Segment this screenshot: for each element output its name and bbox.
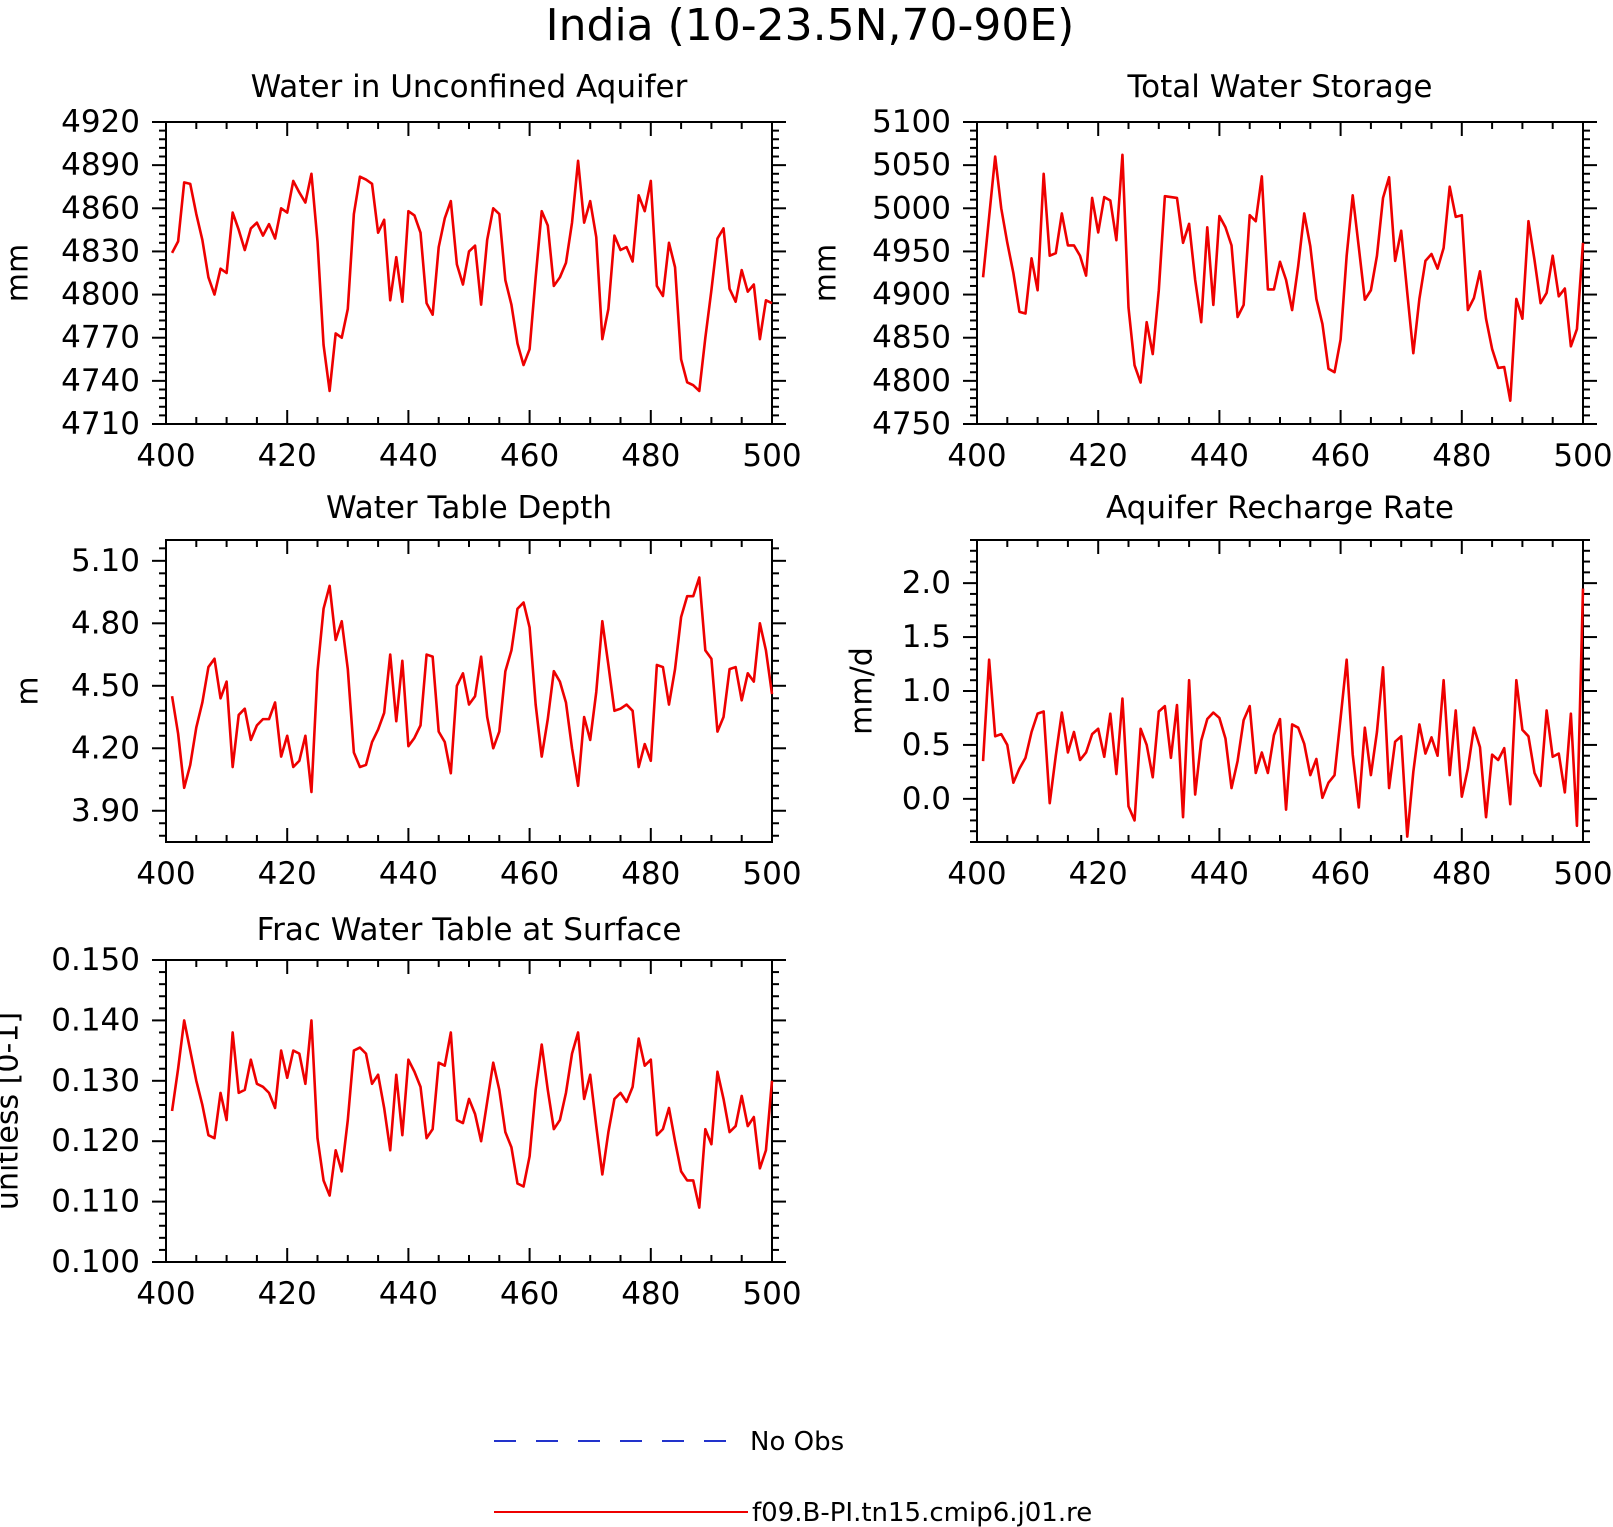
- legend-model-label: f09.B-PI.tn15.cmip6.j01.re: [752, 1498, 1092, 1527]
- x-tick-label: 420: [1069, 856, 1128, 892]
- x-tick-label: 500: [1553, 856, 1612, 892]
- series-line-1: [981, 153, 1585, 403]
- plot-frame: [165, 539, 773, 843]
- y-tick-label: 4950: [872, 233, 951, 269]
- y-tick-label: 5100: [872, 104, 951, 140]
- y-tick-label: 0.130: [51, 1063, 140, 1099]
- legend: No Obs f09.B-PI.tn15.cmip6.j01.re: [494, 1427, 1092, 1527]
- x-tick-label: 460: [500, 1276, 559, 1312]
- x-tick-label: 400: [947, 856, 1006, 892]
- y-tick-label: 4710: [61, 406, 140, 442]
- y-axis-label: unitless [0-1]: [0, 1012, 26, 1210]
- x-tick-label: 480: [621, 438, 680, 474]
- plot-frame: [165, 959, 773, 1263]
- y-axis-label: mm: [1, 244, 36, 302]
- x-tick-label: 460: [1311, 856, 1370, 892]
- x-tick-label: 480: [1432, 856, 1491, 892]
- x-tick-label: 400: [947, 438, 1006, 474]
- plot-frame: [165, 121, 773, 425]
- y-tick-label: 4800: [872, 363, 951, 399]
- y-tick-label: 4.50: [71, 668, 140, 704]
- x-tick-label: 460: [500, 438, 559, 474]
- y-tick-label: 4740: [61, 363, 140, 399]
- series-line-1: [170, 1019, 774, 1209]
- y-tick-label: 0.110: [51, 1184, 140, 1220]
- x-tick-label: 400: [136, 1276, 195, 1312]
- x-tick-label: 420: [1069, 438, 1128, 474]
- panel-title: Frac Water Table at Surface: [257, 912, 682, 948]
- y-tick-label: 4.80: [71, 605, 140, 641]
- y-tick-label: 4750: [872, 406, 951, 442]
- y-axis-label: m: [11, 676, 46, 705]
- series-line-1: [170, 576, 774, 794]
- x-tick-label: 480: [621, 1276, 680, 1312]
- y-tick-label: 1.5: [902, 619, 951, 655]
- x-tick-label: 500: [742, 1276, 801, 1312]
- figure-title: India (10-23.5N,70-90E): [546, 0, 1075, 51]
- chart-panel-3: Water Table Depth m 400 420 440 460 480 500 3.90…: [11, 490, 802, 892]
- y-tick-label: 4920: [61, 104, 140, 140]
- x-tick-label: 420: [258, 438, 317, 474]
- panel-title: Water Table Depth: [326, 490, 612, 526]
- x-tick-label: 440: [1190, 856, 1249, 892]
- x-tick-label: 460: [500, 856, 559, 892]
- chart-panels: Water in Unconfined Aquifer mm 400 420 440 46…: [0, 69, 1613, 1312]
- y-tick-label: 0.100: [51, 1244, 140, 1280]
- y-tick-label: 4850: [872, 320, 951, 356]
- x-tick-label: 400: [136, 438, 195, 474]
- y-tick-label: 1.0: [902, 673, 951, 709]
- y-axis-label: mm/d: [845, 647, 880, 735]
- x-tick-label: 460: [1311, 438, 1370, 474]
- y-tick-label: 0.150: [51, 942, 140, 978]
- x-tick-label: 420: [258, 1276, 317, 1312]
- y-tick-label: 0.120: [51, 1123, 140, 1159]
- y-axis-label: mm: [809, 244, 844, 302]
- y-tick-label: 5.10: [71, 543, 140, 579]
- y-tick-label: 0.140: [51, 1002, 140, 1038]
- y-tick-label: 4770: [61, 320, 140, 356]
- y-tick-label: 0.5: [902, 727, 951, 763]
- y-tick-label: 4.20: [71, 730, 140, 766]
- x-tick-label: 500: [1553, 438, 1612, 474]
- y-tick-label: 5050: [872, 147, 951, 183]
- chart-panel-1: Water in Unconfined Aquifer mm 400 420 440 46…: [1, 69, 802, 474]
- y-tick-label: 3.90: [71, 793, 140, 829]
- chart-panel-5: Frac Water Table at Surface unitless [0-1…: [0, 912, 802, 1312]
- plot-frame: [976, 539, 1584, 843]
- chart-panel-4: Aquifer Recharge Rate mm/d 400 420 440 460 480…: [845, 490, 1613, 892]
- y-tick-label: 4900: [872, 277, 951, 313]
- y-tick-label: 4860: [61, 190, 140, 226]
- x-tick-label: 420: [258, 856, 317, 892]
- x-tick-label: 440: [379, 1276, 438, 1312]
- legend-obs-label: No Obs: [750, 1427, 844, 1457]
- x-tick-label: 440: [1190, 438, 1249, 474]
- y-tick-label: 4890: [61, 147, 140, 183]
- y-tick-label: 0.0: [902, 781, 951, 817]
- x-tick-label: 480: [621, 856, 680, 892]
- y-tick-label: 4800: [61, 277, 140, 313]
- panel-title: Total Water Storage: [1126, 69, 1432, 105]
- x-tick-label: 480: [1432, 438, 1491, 474]
- chart-panel-2: Total Water Storage mm 400 420 440 460 480 500 4…: [809, 69, 1613, 474]
- y-tick-label: 4830: [61, 233, 140, 269]
- y-tick-label: 2.0: [902, 565, 951, 601]
- series-line-1: [170, 159, 773, 393]
- x-tick-label: 400: [136, 856, 195, 892]
- x-tick-label: 500: [742, 856, 801, 892]
- y-tick-label: 5000: [872, 190, 951, 226]
- x-tick-label: 440: [379, 438, 438, 474]
- panel-title: Aquifer Recharge Rate: [1106, 490, 1454, 526]
- plot-frame: [976, 121, 1584, 425]
- panel-title: Water in Unconfined Aquifer: [251, 69, 688, 105]
- series-line-1: [981, 588, 1585, 838]
- x-tick-label: 440: [379, 856, 438, 892]
- x-tick-label: 500: [742, 438, 801, 474]
